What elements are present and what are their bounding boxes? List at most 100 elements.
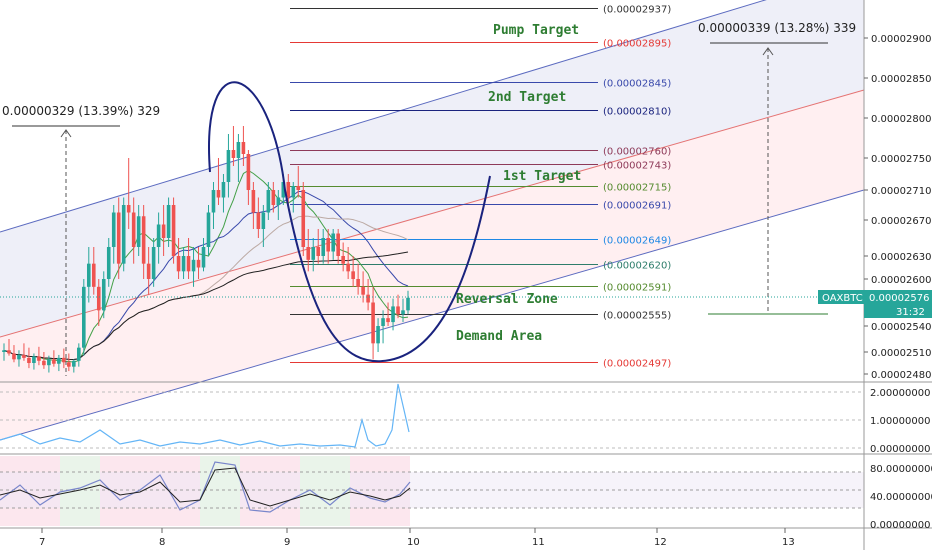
measure-right-label: 0.00000339 (13.28%) 339: [698, 21, 856, 35]
candle-body: [291, 186, 296, 198]
candle-body: [146, 263, 151, 279]
candle-body: [27, 357, 31, 363]
symbol-label: OAXBTC: [822, 293, 863, 304]
candle-body: [371, 302, 375, 344]
measure-right[interactable]: 0.00000339 (13.28%) 339: [698, 21, 856, 315]
candle-body: [261, 212, 266, 229]
candle-body: [341, 256, 345, 264]
candle-body: [236, 142, 241, 158]
candle-body: [301, 190, 306, 247]
candle-body: [271, 190, 276, 205]
candle-body: [181, 256, 186, 272]
candle-body: [166, 205, 171, 238]
time-tick-label: 8: [159, 537, 165, 548]
candle-body: [361, 286, 365, 295]
price-tick-label: 0.00002800: [871, 114, 931, 125]
candle-body: [82, 286, 86, 348]
time-axis: 7 8 9 10 11 12 13: [39, 528, 795, 548]
symbol-tag: [818, 290, 864, 304]
candle-body: [201, 247, 206, 268]
time-tick-label: 9: [284, 537, 290, 548]
candle-body: [191, 259, 196, 272]
candle-body: [396, 306, 400, 315]
candle-body: [281, 182, 286, 198]
candle-body: [196, 259, 201, 268]
countdown-tag: [864, 304, 932, 318]
candle-body: [376, 326, 380, 344]
candle-body: [2, 350, 6, 352]
fib-level-label: (0.00002555): [603, 311, 671, 322]
fib-level-label: (0.00002691): [603, 201, 671, 212]
last-price-tag: [864, 290, 932, 304]
price-tick-label: 0.00002630: [871, 252, 931, 263]
indicator-pane-1: 2.00000000 1.00000000 0.00000000: [0, 383, 930, 455]
candle-body: [406, 297, 410, 311]
candle-body: [316, 247, 321, 256]
candle-body: [47, 359, 51, 366]
candle-body: [17, 354, 21, 360]
candle-body: [256, 212, 261, 229]
candle-body: [401, 310, 405, 315]
price-tick-label: 0.00002850: [871, 74, 931, 85]
candle-body: [121, 205, 126, 264]
fib-level-label: (0.00002810): [603, 107, 671, 118]
svg-text:0.00000000: 0.00000000: [870, 444, 930, 455]
candle-body: [126, 205, 131, 213]
candle-body: [86, 263, 91, 287]
svg-text:80.00000000: 80.00000000: [870, 464, 932, 475]
time-tick-label: 13: [782, 537, 795, 548]
annotation-second-target: 2nd Target: [488, 90, 566, 105]
candle-body: [176, 256, 181, 272]
fib-level-label: (0.00002743): [603, 161, 671, 172]
price-tick-label: 0.00002510: [871, 348, 931, 359]
last-price-label: 0.00002576: [869, 293, 929, 304]
fib-level-label: (0.00002497): [603, 359, 671, 370]
fib-level-label: (0.00002895): [603, 39, 671, 50]
measure-left[interactable]: 0.00000329 (13.39%) 329: [2, 104, 160, 376]
candle-body: [32, 356, 36, 363]
candle-body: [96, 286, 101, 311]
fib-level-label: (0.00002591): [603, 283, 671, 294]
candles: [2, 126, 410, 373]
candle-body: [311, 247, 316, 260]
countdown-label: 31:32: [896, 307, 925, 318]
candle-body: [171, 205, 176, 256]
candle-body: [326, 238, 330, 252]
candle-body: [216, 190, 221, 198]
candle-body: [386, 318, 390, 323]
fib-level-label: (0.00002715): [603, 183, 671, 194]
candle-body: [106, 247, 111, 279]
candle-body: [7, 350, 11, 354]
measure-left-label: 0.00000329 (13.39%) 329: [2, 104, 160, 118]
candle-body: [306, 247, 311, 260]
fib-level-label: (0.00002937): [603, 5, 671, 16]
channel-mid-line: [0, 89, 865, 338]
annotation-demand-area: Demand Area: [456, 329, 542, 344]
candle-body: [356, 279, 360, 287]
candle-body: [351, 271, 355, 279]
candle-body: [12, 353, 16, 360]
projection-curve: [208, 81, 491, 363]
price-tick-label: 0.00002750: [871, 154, 931, 165]
time-tick-label: 12: [654, 537, 667, 548]
candle-body: [266, 190, 271, 213]
candle-body: [116, 212, 121, 264]
fib-level-label: (0.00002649): [603, 236, 671, 247]
candle-body: [286, 182, 291, 198]
price-tick-label: 0.00002480: [871, 370, 931, 381]
candle-body: [52, 359, 56, 364]
candle-body: [391, 306, 395, 323]
candle-body: [42, 360, 46, 366]
candle-body: [37, 356, 41, 361]
candle-body: [62, 357, 66, 363]
candle-body: [336, 233, 340, 256]
candle-body: [136, 216, 141, 247]
price-tick-label: 0.00002600: [871, 275, 931, 286]
candle-body: [161, 224, 166, 238]
candle-body: [331, 233, 335, 252]
candle-body: [221, 182, 226, 198]
candle-body: [346, 263, 350, 272]
candle-body: [72, 360, 76, 367]
